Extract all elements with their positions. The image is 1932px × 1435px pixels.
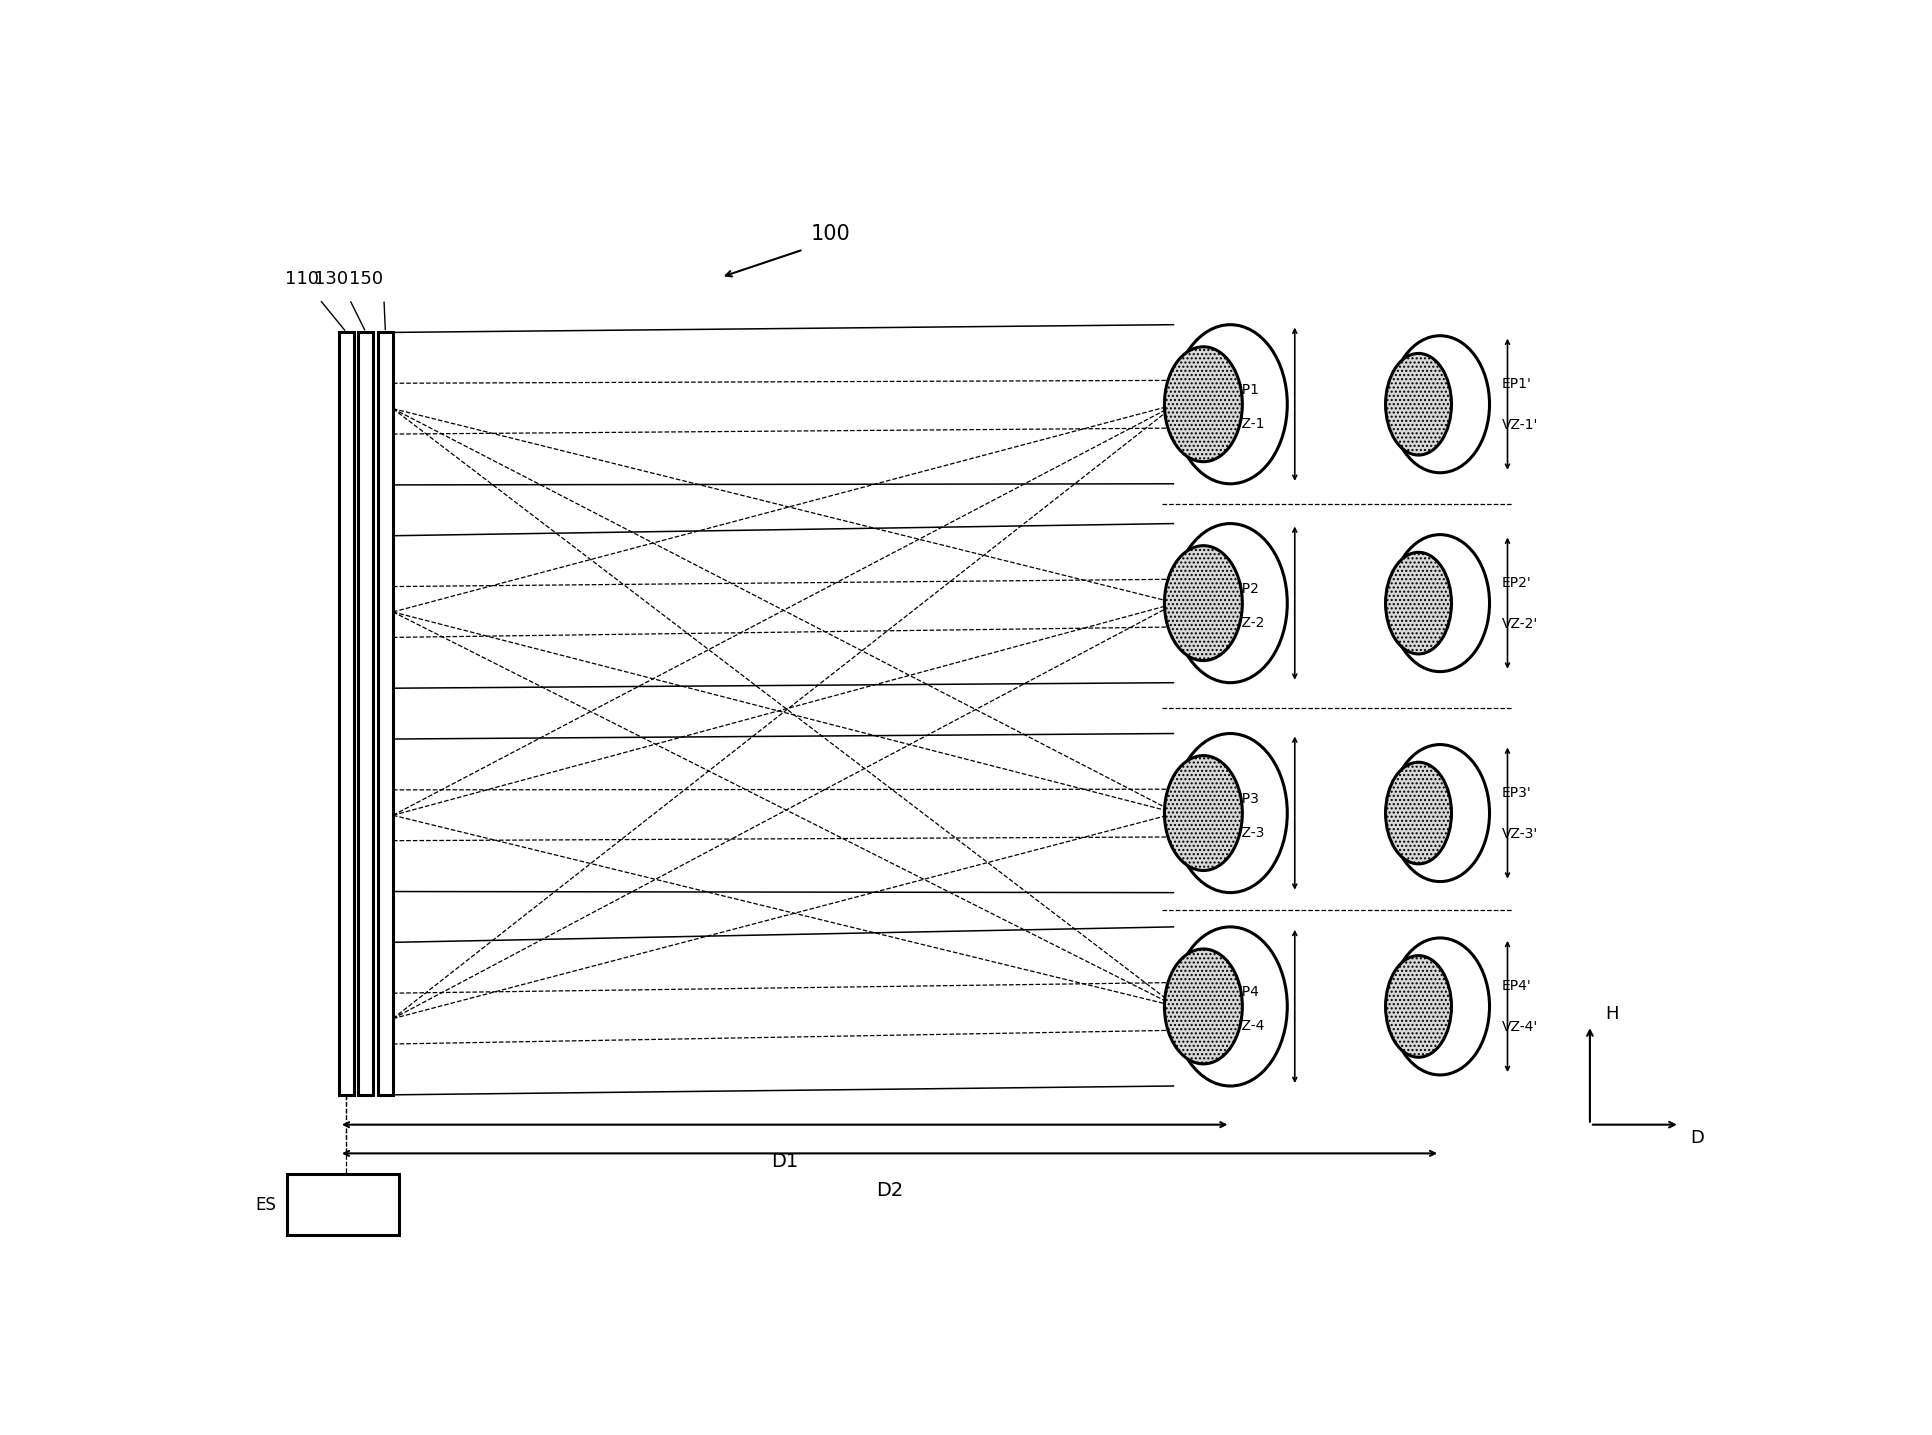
Ellipse shape	[1385, 353, 1451, 455]
Text: VZ-3': VZ-3'	[1501, 827, 1538, 841]
Text: EP1': EP1'	[1501, 376, 1530, 390]
Text: D: D	[1689, 1129, 1704, 1147]
Text: D1: D1	[771, 1152, 798, 1171]
Text: EP4': EP4'	[1501, 979, 1530, 993]
Text: VZ-1': VZ-1'	[1501, 418, 1538, 432]
Text: VZ-3: VZ-3	[1233, 827, 1265, 839]
Ellipse shape	[1163, 347, 1242, 462]
Text: 130: 130	[315, 270, 348, 288]
Text: VZ-1: VZ-1	[1233, 418, 1265, 430]
Ellipse shape	[1385, 762, 1451, 864]
Ellipse shape	[1385, 552, 1451, 654]
Text: VZ-2: VZ-2	[1233, 616, 1265, 630]
Text: EP2': EP2'	[1501, 575, 1530, 590]
Bar	[286, 1174, 398, 1236]
Text: 150: 150	[348, 270, 383, 288]
Text: EP3: EP3	[1233, 792, 1258, 805]
Bar	[338, 333, 354, 1095]
Text: EP3': EP3'	[1501, 785, 1530, 799]
Text: 110: 110	[284, 270, 319, 288]
Bar	[379, 333, 392, 1095]
Text: EP1: EP1	[1233, 383, 1260, 397]
Text: EP2: EP2	[1233, 581, 1258, 596]
Text: VZ-4': VZ-4'	[1501, 1020, 1538, 1035]
Text: H: H	[1604, 1004, 1617, 1023]
Text: ES: ES	[255, 1195, 276, 1214]
Ellipse shape	[1163, 756, 1242, 871]
Ellipse shape	[1163, 545, 1242, 660]
Ellipse shape	[1163, 949, 1242, 1063]
Text: D2: D2	[875, 1181, 902, 1200]
Text: EP4: EP4	[1233, 984, 1258, 999]
Text: VZ-2': VZ-2'	[1501, 617, 1538, 631]
Text: VZ-4: VZ-4	[1233, 1019, 1265, 1033]
Ellipse shape	[1385, 956, 1451, 1058]
Bar	[357, 333, 373, 1095]
Text: 100: 100	[811, 224, 850, 244]
